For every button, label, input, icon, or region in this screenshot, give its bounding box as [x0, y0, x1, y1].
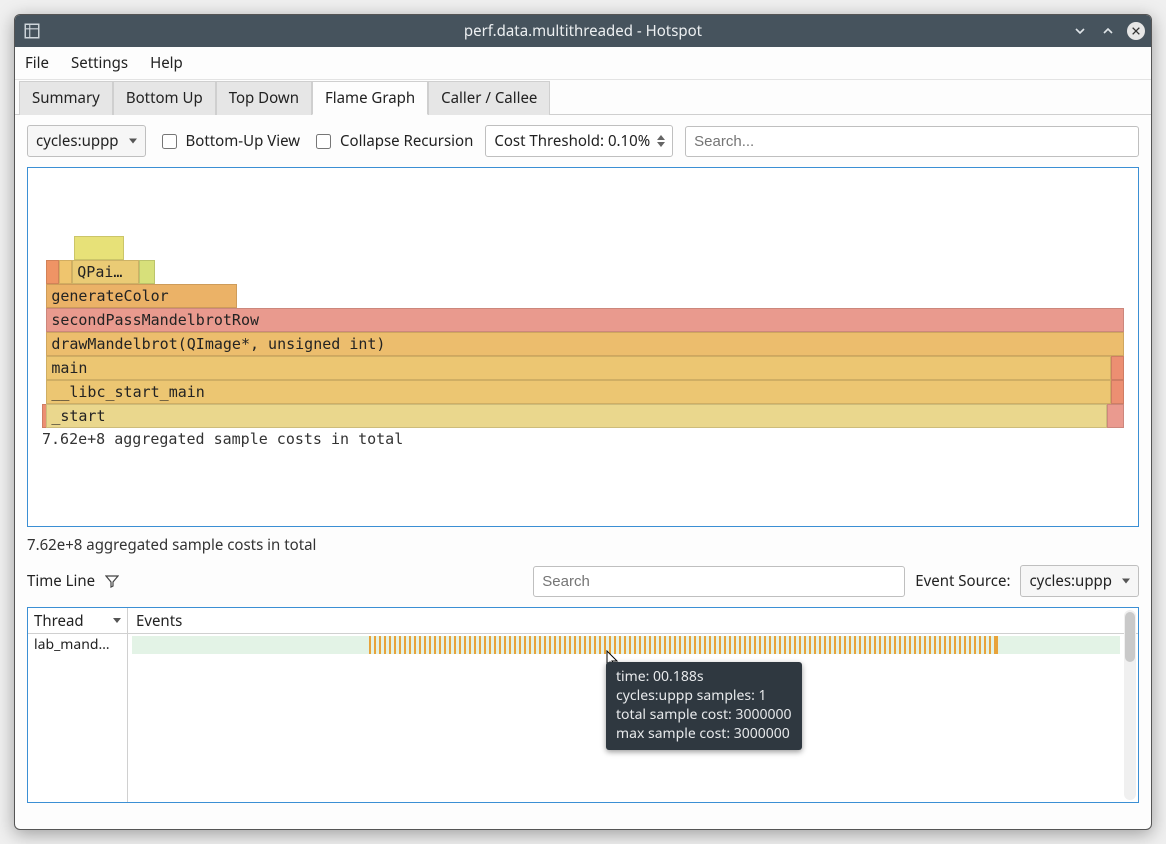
flame-frame[interactable]: __libc_start_main	[46, 380, 1111, 404]
cost-threshold-value: Cost Threshold: 0.10%	[494, 131, 650, 151]
tab-flame-graph[interactable]: Flame Graph	[312, 81, 428, 115]
app-window: perf.data.multithreaded - Hotspot File S…	[14, 14, 1152, 830]
titlebar: perf.data.multithreaded - Hotspot	[15, 15, 1151, 47]
counter-select[interactable]: cycles:uppp	[27, 125, 146, 157]
thread-row-name[interactable]: lab_mand…	[28, 634, 127, 654]
close-button[interactable]	[1127, 22, 1145, 40]
tab-top-down[interactable]: Top Down	[216, 81, 312, 115]
timeline-view: Thread lab_mand… Events time: 00.188s cy…	[27, 607, 1139, 803]
flame-frame[interactable]: generateColor	[46, 284, 236, 308]
flame-frame[interactable]: main	[46, 356, 1111, 380]
menu-settings[interactable]: Settings	[71, 53, 128, 73]
timeline-header: Time Line Event Source: cycles:uppp	[15, 561, 1151, 601]
events-column-header: Events	[128, 611, 190, 631]
bottom-up-checkbox[interactable]: Bottom-Up View	[158, 131, 301, 152]
tooltip-line-max: max sample cost: 3000000	[616, 725, 792, 744]
flame-frame[interactable]: QPai…	[72, 260, 139, 284]
timeline-sample-marker	[994, 636, 998, 654]
menubar: File Settings Help	[15, 47, 1151, 80]
flame-toolbar: cycles:uppp Bottom-Up View Collapse Recu…	[15, 115, 1151, 167]
tab-bottom-up[interactable]: Bottom Up	[113, 81, 216, 115]
timeline-samples	[369, 636, 991, 654]
timeline-search-input[interactable]	[533, 566, 905, 597]
bottom-up-checkbox-input[interactable]	[162, 134, 177, 149]
flame-frame[interactable]	[74, 236, 124, 260]
collapse-recursion-label: Collapse Recursion	[340, 131, 473, 151]
tab-caller-callee[interactable]: Caller / Callee	[428, 81, 550, 115]
filter-icon[interactable]	[105, 574, 119, 588]
timeline-tooltip: time: 00.188s cycles:uppp samples: 1 tot…	[606, 662, 802, 750]
flame-footer-inside: 7.62e+8 aggregated sample costs in total	[42, 430, 403, 448]
window-title: perf.data.multithreaded - Hotspot	[464, 21, 702, 41]
collapse-recursion-input[interactable]	[316, 134, 331, 149]
chevron-up-icon[interactable]	[657, 135, 665, 140]
thread-column-header[interactable]: Thread	[28, 611, 127, 631]
flame-frame[interactable]	[1111, 380, 1124, 404]
flame-search-input[interactable]	[685, 126, 1139, 157]
bottom-up-label: Bottom-Up View	[186, 131, 301, 151]
tooltip-line-time: time: 00.188s	[616, 668, 792, 687]
app-icon	[23, 22, 41, 40]
tab-bar: Summary Bottom Up Top Down Flame Graph C…	[15, 80, 1151, 115]
tooltip-line-samples: cycles:uppp samples: 1	[616, 687, 792, 706]
timeline-scrollbar[interactable]	[1124, 610, 1136, 800]
flame-frame[interactable]	[1107, 404, 1124, 428]
flame-footer-outside: 7.62e+8 aggregated sample costs in total	[27, 535, 1139, 555]
event-source-select[interactable]: cycles:uppp	[1020, 565, 1139, 597]
flame-graph-view[interactable]: QPai…generateColorsecondPassMandelbrotRo…	[27, 167, 1139, 527]
collapse-recursion-checkbox[interactable]: Collapse Recursion	[312, 131, 473, 152]
tooltip-line-total: total sample cost: 3000000	[616, 706, 792, 725]
flame-frame[interactable]: _start	[46, 404, 1106, 428]
timeline-track[interactable]	[132, 636, 1120, 654]
tab-summary[interactable]: Summary	[19, 81, 113, 115]
flame-frame[interactable]	[139, 260, 154, 284]
timeline-label: Time Line	[27, 571, 95, 591]
flame-frame[interactable]	[46, 260, 59, 284]
flame-frame[interactable]: secondPassMandelbrotRow	[46, 308, 1124, 332]
event-source-label: Event Source:	[915, 571, 1010, 591]
scrollbar-thumb[interactable]	[1125, 612, 1135, 662]
flame-frame[interactable]	[1111, 356, 1124, 380]
flame-frame[interactable]	[59, 260, 72, 284]
maximize-button[interactable]	[1099, 22, 1117, 40]
menu-file[interactable]: File	[25, 53, 49, 73]
menu-help[interactable]: Help	[150, 53, 183, 73]
cost-threshold-spinner[interactable]: Cost Threshold: 0.10%	[485, 125, 673, 157]
minimize-button[interactable]	[1071, 22, 1089, 40]
flame-frame[interactable]: drawMandelbrot(QImage*, unsigned int)	[46, 332, 1124, 356]
chevron-down-icon[interactable]	[657, 142, 665, 147]
